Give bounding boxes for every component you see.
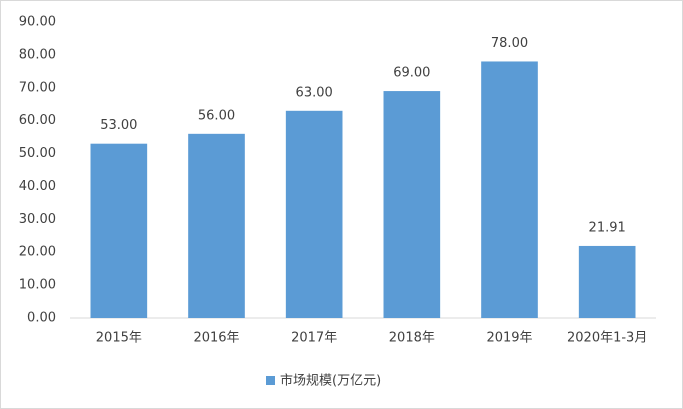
y-tick-label: 30.00 xyxy=(19,212,56,227)
bar xyxy=(188,133,245,318)
bar xyxy=(578,245,636,318)
legend-swatch xyxy=(266,376,275,385)
y-tick-label: 50.00 xyxy=(19,146,56,161)
data-label: 78.00 xyxy=(491,36,528,51)
y-tick-label: 70.00 xyxy=(19,80,56,95)
y-tick-label: 60.00 xyxy=(19,113,56,128)
x-tick-label: 2019年 xyxy=(486,331,532,346)
x-tick-label: 2017年 xyxy=(291,331,337,346)
bar xyxy=(285,110,343,318)
x-tick-label: 2016年 xyxy=(193,331,239,346)
data-label: 69.00 xyxy=(393,66,430,81)
y-tick-label: 80.00 xyxy=(19,47,56,62)
bar xyxy=(383,91,441,318)
x-tick-label: 2020年1-3月 xyxy=(567,331,647,346)
x-tick-label: 2015年 xyxy=(96,331,142,346)
data-label: 63.00 xyxy=(296,85,333,100)
data-label: 53.00 xyxy=(100,118,137,133)
y-tick-label: 0.00 xyxy=(27,311,56,326)
x-tick-label: 2018年 xyxy=(389,331,435,346)
y-tick-label: 20.00 xyxy=(19,245,56,260)
bar xyxy=(481,61,538,318)
y-tick-label: 90.00 xyxy=(19,15,56,30)
data-label: 56.00 xyxy=(198,108,235,123)
data-label: 21.91 xyxy=(589,220,626,235)
y-tick-label: 40.00 xyxy=(19,179,56,194)
legend-label: 市场规模(万亿元) xyxy=(280,373,381,389)
bar xyxy=(90,143,148,318)
y-tick-label: 10.00 xyxy=(19,278,56,293)
